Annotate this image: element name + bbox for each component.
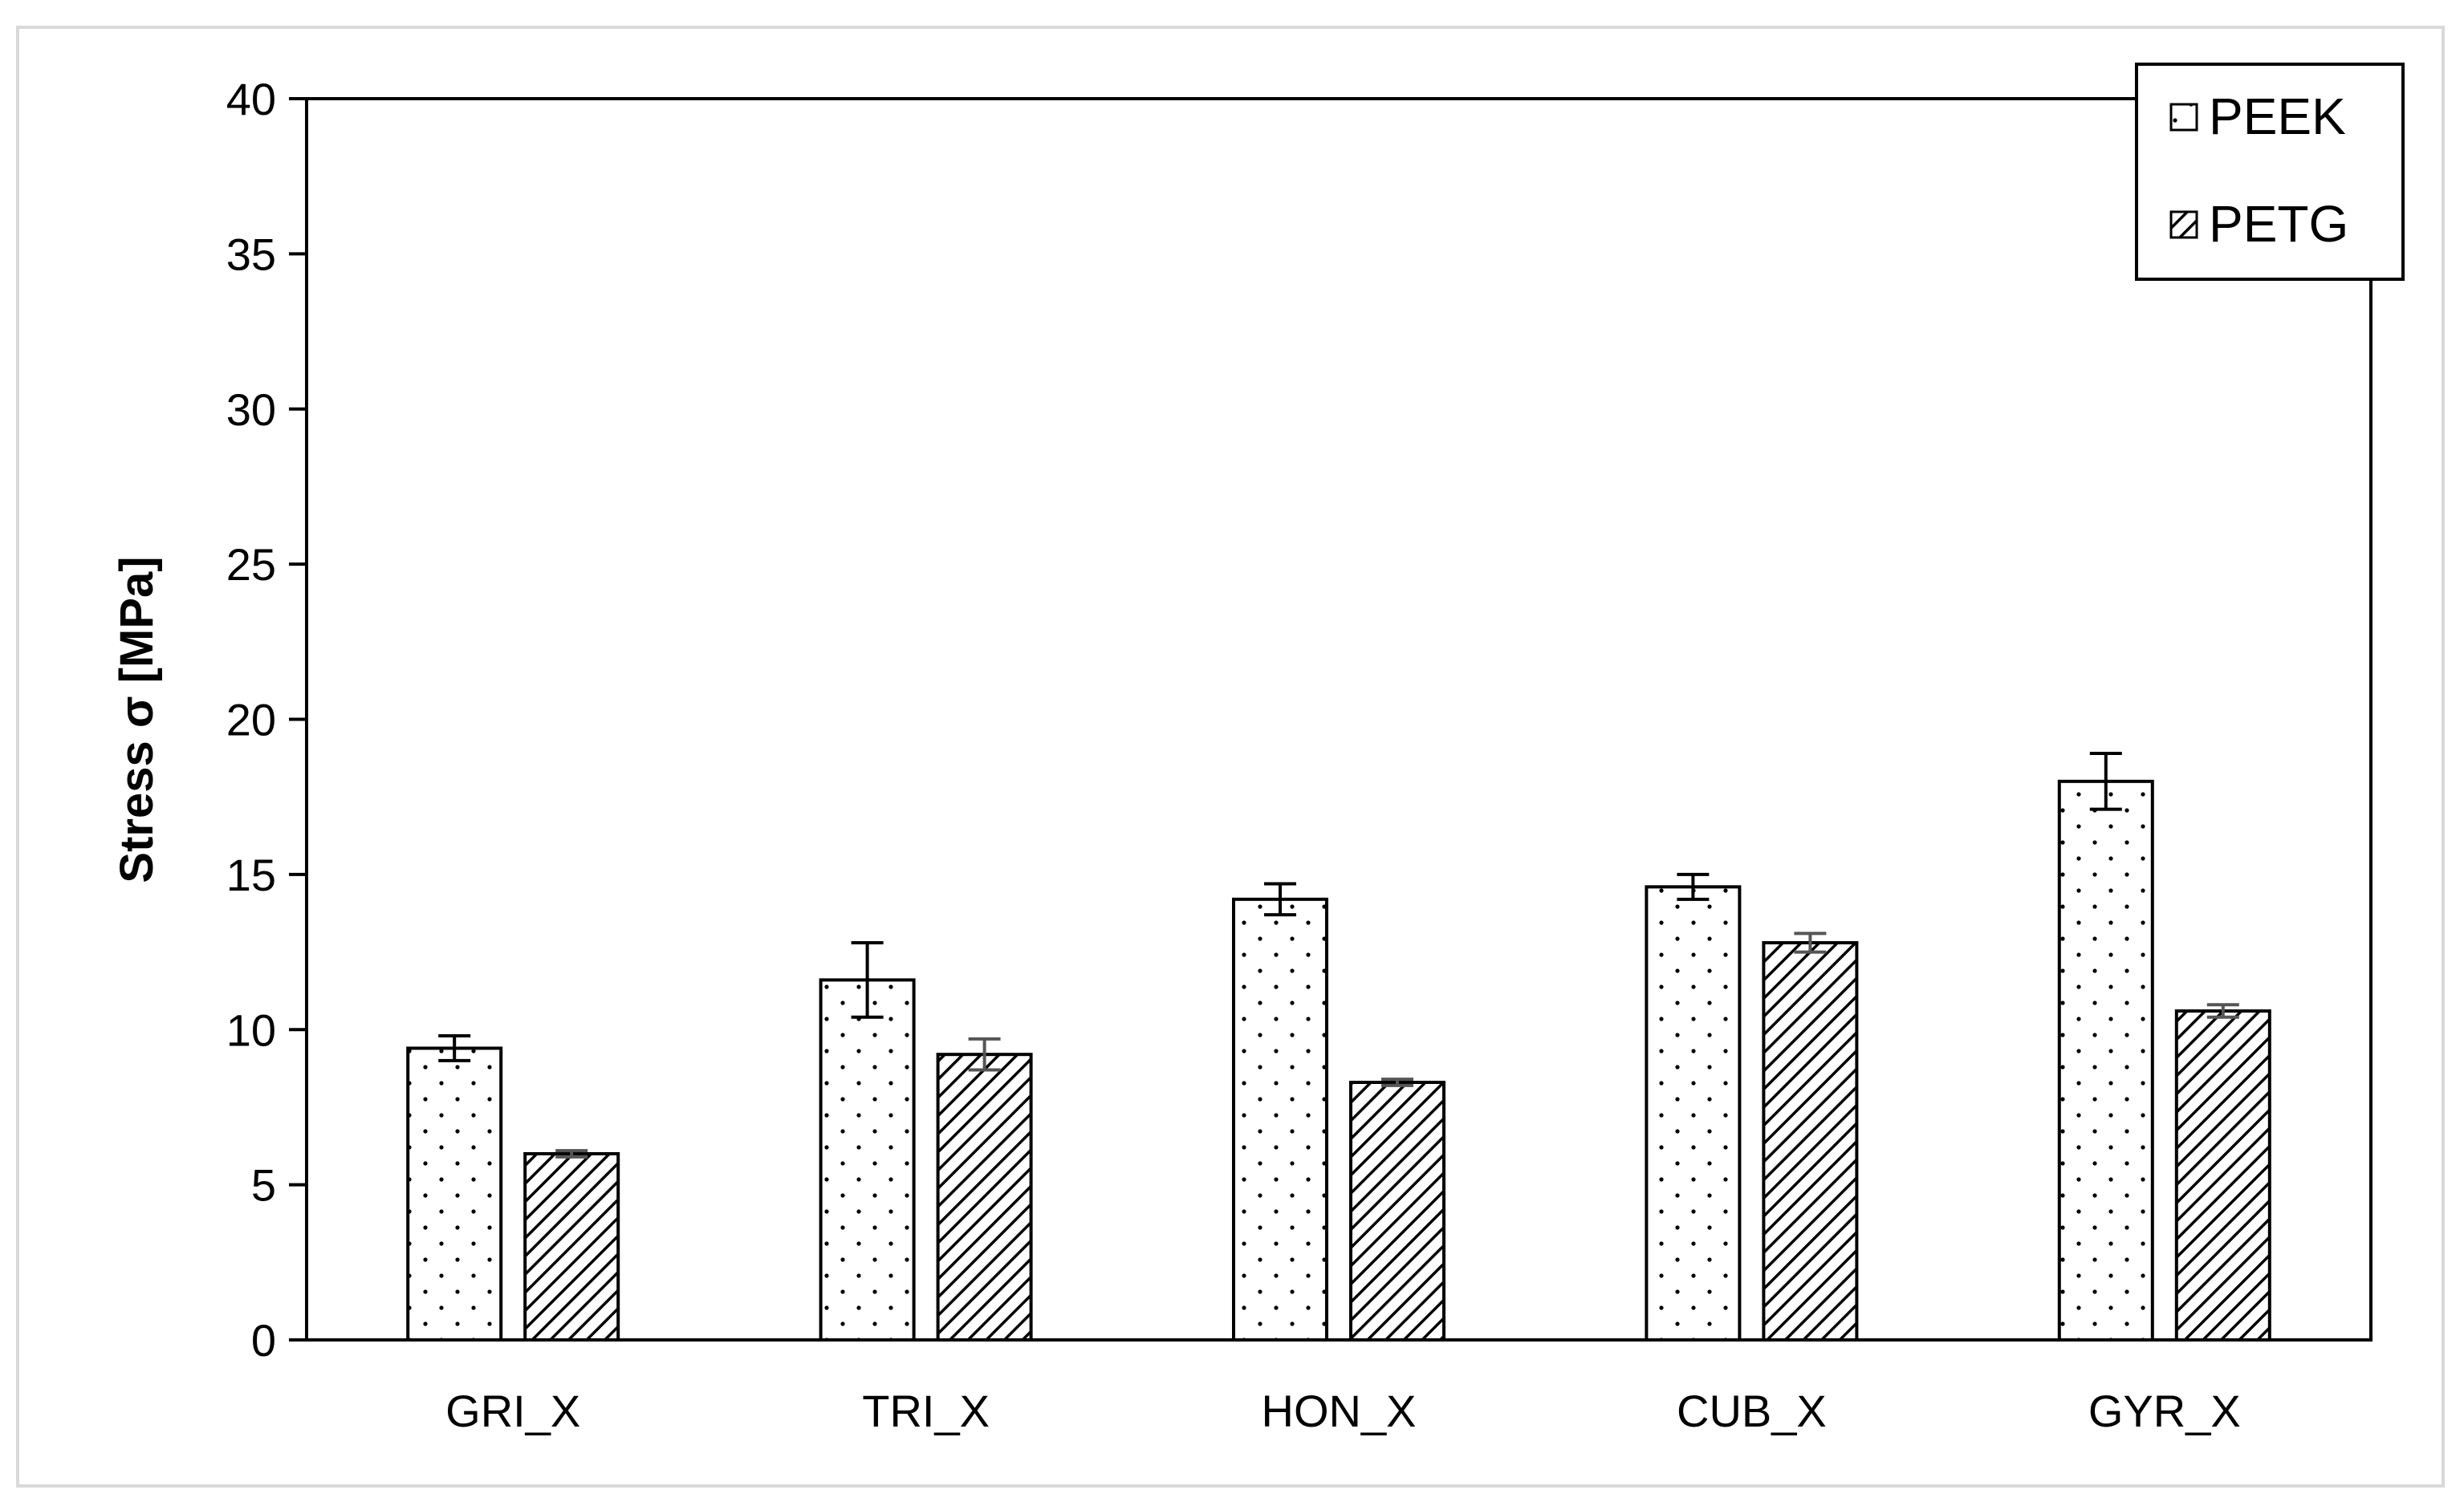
y-tick-label: 0 bbox=[251, 1315, 276, 1366]
bar-petg-gyr_x bbox=[2174, 1009, 2271, 1342]
legend-box bbox=[2135, 63, 2405, 281]
legend-label-petg: PETG bbox=[2209, 195, 2348, 253]
bar-peek-tri_x bbox=[819, 978, 916, 1342]
y-tick-label: 15 bbox=[226, 850, 276, 900]
y-tick-label: 5 bbox=[251, 1160, 276, 1211]
bar-petg-tri_x bbox=[936, 1053, 1033, 1342]
x-axis-labels: GRI_X TRI_X HON_X CUB_X GYR_X bbox=[445, 1386, 2241, 1436]
bars-group bbox=[406, 752, 2271, 1342]
bar-peek-cub_x bbox=[1645, 885, 1742, 1342]
bar-peek-gyr_x bbox=[2057, 779, 2154, 1342]
legend-label-peek: PEEK bbox=[2209, 87, 2346, 145]
x-tick-label: CUB_X bbox=[1677, 1386, 1827, 1436]
x-tick-label: GRI_X bbox=[445, 1386, 580, 1436]
y-axis-title: Stress σ [MPa] bbox=[111, 556, 163, 883]
legend-swatch-peek bbox=[2169, 103, 2198, 132]
legend: PEEK PETG bbox=[2135, 63, 2405, 281]
bar-petg-hon_x bbox=[1349, 1080, 1445, 1342]
y-tick-label: 25 bbox=[226, 539, 276, 590]
y-tick-label: 35 bbox=[226, 229, 276, 279]
y-tick-label: 40 bbox=[226, 74, 276, 124]
y-axis: 0 5 10 15 20 25 30 35 40 bbox=[226, 74, 307, 1366]
x-tick-label: GYR_X bbox=[2088, 1386, 2241, 1436]
y-tick-label: 30 bbox=[226, 384, 276, 435]
bar-petg-gri_x bbox=[523, 1151, 620, 1342]
legend-swatch-petg bbox=[2169, 210, 2198, 239]
bar-peek-hon_x bbox=[1232, 897, 1328, 1342]
x-tick-label: TRI_X bbox=[862, 1386, 990, 1436]
x-tick-label: HON_X bbox=[1262, 1386, 1417, 1436]
bar-peek-gri_x bbox=[406, 1046, 503, 1342]
y-tick-label: 10 bbox=[226, 1005, 276, 1055]
bar-petg-cub_x bbox=[1762, 940, 1859, 1342]
y-tick-label: 20 bbox=[226, 695, 276, 745]
